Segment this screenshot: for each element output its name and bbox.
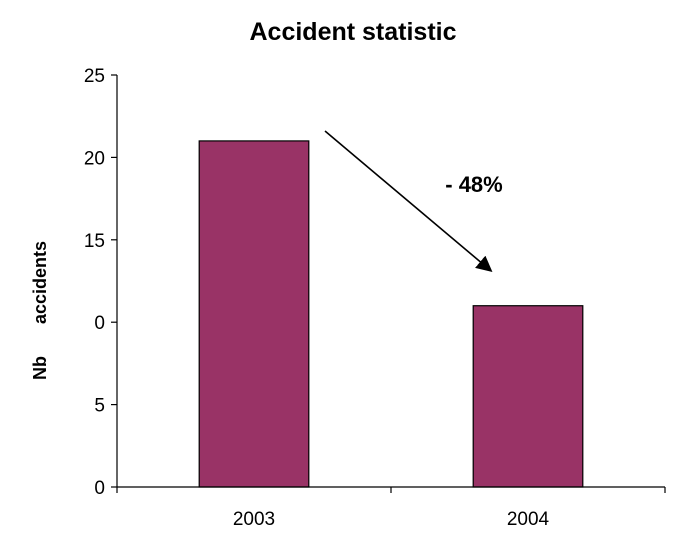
y-tick-label: 20 xyxy=(84,148,105,169)
x-tick-label-2004: 2004 xyxy=(507,509,550,530)
y-axis-label-nb: Nb xyxy=(30,356,50,380)
y-tick-label: 25 xyxy=(84,66,105,87)
y-axis-label-accidents: accidents xyxy=(30,241,50,324)
bar-2003 xyxy=(198,140,310,488)
y-tick-label: 15 xyxy=(84,231,105,252)
x-axis-ticks: 2003 2004 xyxy=(116,487,666,530)
y-tick-label: 0 xyxy=(94,313,105,334)
percent-change-label: - 48% xyxy=(445,172,502,197)
bar-2004 xyxy=(472,305,584,488)
decrease-arrow xyxy=(324,130,493,273)
bar-series xyxy=(198,140,584,488)
y-axis-ticks: 0 5 0 15 20 25 xyxy=(84,66,117,499)
x-tick-label-2003: 2003 xyxy=(233,509,275,530)
y-tick-label: 5 xyxy=(94,396,105,417)
chart-title: Accident statistic xyxy=(249,18,456,46)
y-tick-label: 0 xyxy=(94,478,105,499)
